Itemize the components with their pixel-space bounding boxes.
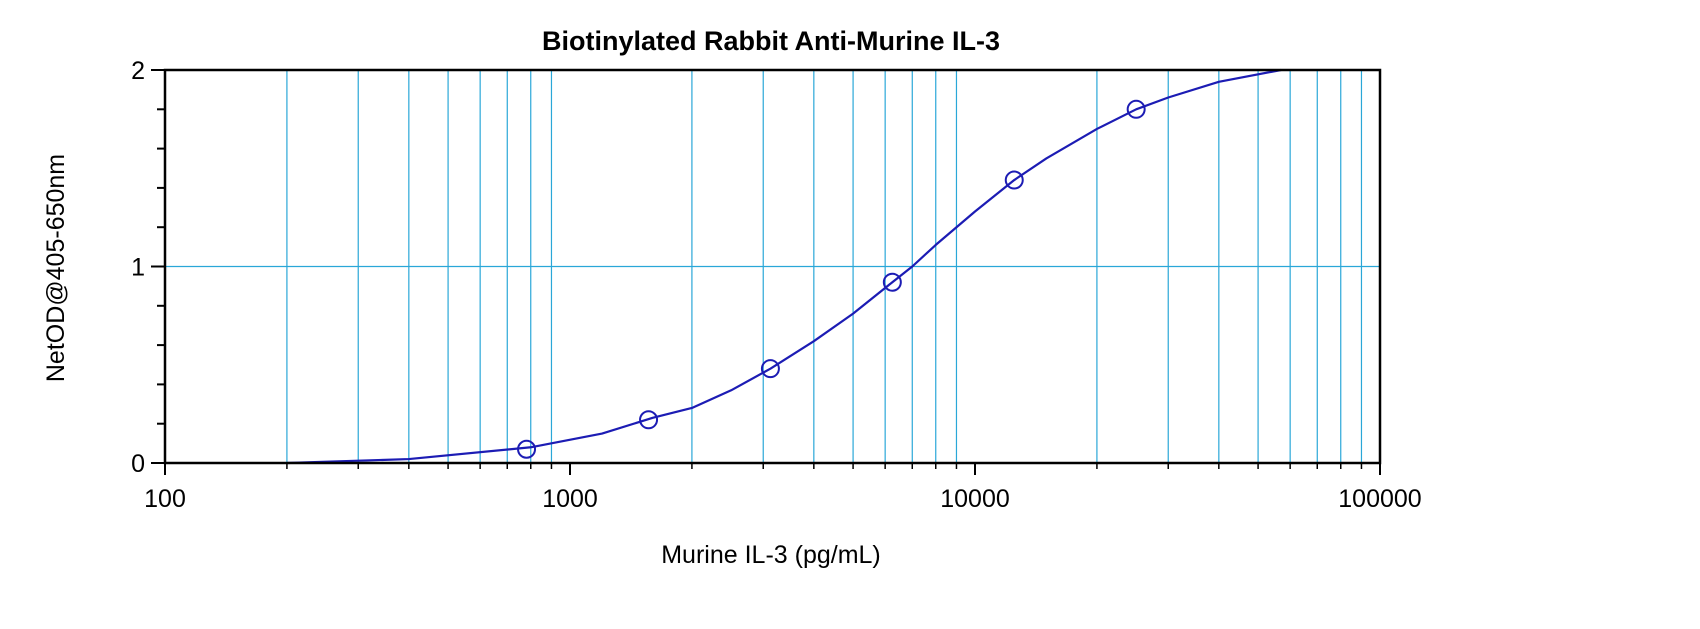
data-point (517, 439, 537, 459)
tick-labels: 100 1000 10000 100000 0 1 2 (131, 57, 1422, 513)
data-points (517, 99, 1146, 459)
data-point (639, 410, 659, 430)
x-tick-label: 1000 (542, 485, 598, 513)
fit-curve-group (286, 68, 1282, 465)
x-tick-label: 10000 (940, 485, 1010, 513)
chart-title: Biotinylated Rabbit Anti-Murine IL-3 (542, 26, 1000, 56)
x-tick-label: 100 (144, 485, 186, 513)
axes (151, 68, 1382, 475)
data-point (760, 359, 780, 379)
y-tick-label: 0 (131, 450, 145, 478)
data-point (1004, 170, 1024, 190)
x-axis-label: Murine IL-3 (pg/mL) (661, 541, 881, 569)
y-axis-label: NetOD@405-650nm (42, 154, 70, 382)
y-tick-label: 1 (131, 254, 145, 282)
data-point (1126, 99, 1146, 119)
y-tick-label: 2 (131, 57, 145, 85)
fit-curve (286, 68, 1282, 465)
x-tick-label: 100000 (1338, 485, 1421, 513)
grid (165, 70, 1380, 463)
data-point (882, 272, 902, 292)
